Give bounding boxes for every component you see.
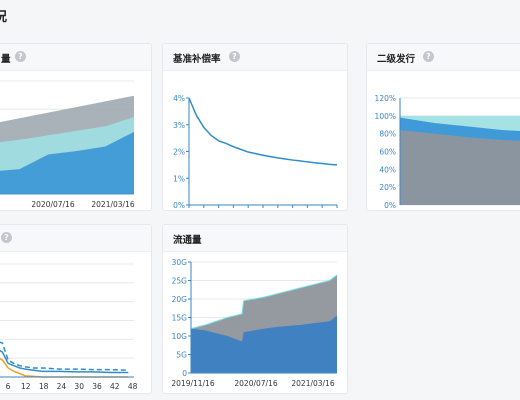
x-tick-label: 6	[6, 382, 11, 391]
y-tick-label: 25G	[172, 277, 188, 286]
x-tick-label: 2021/03/16	[291, 379, 334, 388]
y-tick-label: 4%	[173, 94, 185, 103]
y-tick-label: 3%	[173, 121, 185, 130]
chart-c3: 0% 20% 40% 60% 80% 100% 120% 2019/11/16 2020/07/…	[375, 94, 520, 211]
x-tick-label: 12	[273, 210, 283, 211]
y-tick-label: 20%	[379, 183, 396, 192]
line-series-3	[0, 357, 129, 378]
y-tick-label: 40%	[379, 165, 396, 174]
x-tick-label: 18	[39, 382, 49, 391]
x-tick-label: 0	[187, 210, 192, 211]
x-tick-label: 16	[0, 200, 1, 209]
y-tick-label: 30G	[172, 258, 188, 267]
y-tick-label: 0	[182, 369, 187, 378]
x-tick-label: 24	[57, 382, 67, 391]
y-tick-label: 10G	[172, 332, 188, 341]
y-tick-label: 15G	[172, 314, 188, 323]
area-series-3	[400, 130, 520, 205]
card-header: 流通量	[163, 225, 347, 252]
area-series-3	[0, 131, 134, 194]
area-series-2	[191, 315, 337, 373]
x-tick-label: 2	[201, 210, 206, 211]
y-tick-label: 20G	[172, 295, 188, 304]
top-edge-line	[190, 274, 338, 330]
x-tick-label: 36	[92, 382, 102, 391]
x-tick-label: 10	[258, 210, 268, 211]
x-tick-label: 2020/07/25	[446, 210, 489, 211]
chart-c2: 0% 1% 2% 3% 4% 0 2 4 6 8 10 12 14 16 18 20	[173, 94, 342, 211]
x-tick-label: 202	[507, 210, 520, 211]
y-tick-label: 2%	[173, 148, 185, 157]
x-tick-label: 4	[216, 210, 221, 211]
help-icon[interactable]: ?	[229, 51, 240, 62]
y-tick-label: 80%	[379, 130, 396, 139]
y-tick-label: 60%	[379, 148, 396, 157]
x-tick-label: 2020/07/16	[31, 200, 74, 209]
card-circulating-amount: 量 ? 16 2020/07/16 2021/03/16	[0, 43, 152, 211]
card-title: 流通量	[173, 235, 202, 246]
help-icon[interactable]: ?	[1, 232, 12, 243]
x-tick-label: 30	[74, 382, 84, 391]
chart-c1: 16 2020/07/16 2021/03/16	[0, 80, 135, 209]
card-base-compensation-rate: 基准补偿率 ? 0% 1% 2% 3% 4% 0 2 4 6 8 10 12 14 16 18 20	[162, 43, 348, 211]
x-tick-label: 48	[128, 382, 138, 391]
y-tick-label: 0%	[384, 201, 396, 210]
line-series	[188, 97, 338, 166]
card-title: 基准补偿率	[173, 54, 221, 65]
x-tick-label: 2021/03/16	[91, 200, 134, 209]
y-tick-label: 1%	[173, 174, 185, 183]
x-tick-label: 6	[231, 210, 236, 211]
x-tick-label: 16	[303, 210, 313, 211]
help-icon[interactable]: ?	[15, 51, 26, 62]
help-icon[interactable]: ?	[423, 51, 434, 62]
card-secondary-issuance: 二级发行 ? 0% 20% 40% 60% 80% 100% 120% 2019/11/16 2…	[366, 43, 520, 211]
card-header: 基准补偿率 ?	[163, 44, 347, 71]
chart-c4: 6 12 18 24 30 36 42 48	[0, 263, 138, 391]
y-tick-label: 0%	[173, 201, 185, 210]
page-title: 况	[0, 10, 8, 25]
card-header: ?	[0, 225, 151, 252]
x-tick-label: 8	[246, 210, 251, 211]
x-tick-label: 20	[332, 210, 342, 211]
x-tick-label: 42	[110, 382, 120, 391]
card-title: 量	[1, 54, 11, 65]
card-header: 二级发行 ?	[367, 44, 520, 71]
x-tick-label: 18	[317, 210, 327, 211]
y-tick-label: 5G	[176, 351, 187, 360]
card-lower-left: ? 6 12 18 24 30 36 42 48	[0, 224, 152, 394]
x-tick-label: 12	[21, 382, 31, 391]
chart-c5: 0 5G 10G 15G 20G 25G 30G 2019/11/16 2020/07/16 20…	[171, 258, 338, 388]
x-tick-label: 2020/07/16	[234, 379, 277, 388]
card-circulation: 流通量 0 5G 10G 15G 20G 25G 30G 2019/11/16 2020/07/…	[162, 224, 348, 394]
x-tick-label: 2019/11/16	[384, 210, 427, 211]
x-tick-label: 14	[288, 210, 298, 211]
y-tick-label: 120%	[375, 94, 396, 103]
card-title: 二级发行	[377, 54, 416, 65]
x-tick-label: 2019/11/16	[171, 379, 214, 388]
line-series-1	[0, 341, 129, 371]
card-header: 量 ?	[0, 44, 151, 71]
y-tick-label: 100%	[375, 112, 396, 121]
line-series-2	[0, 349, 129, 374]
